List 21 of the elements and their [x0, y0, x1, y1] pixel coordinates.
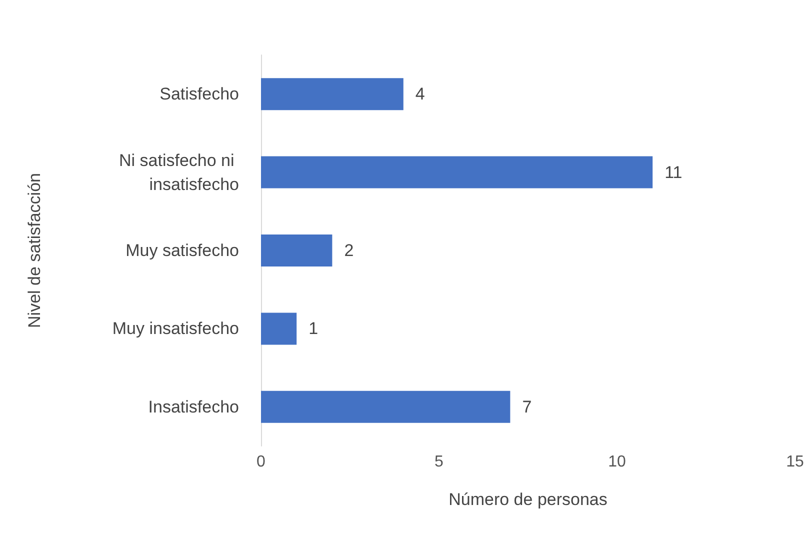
y-tick-label: Insatisfecho [148, 397, 239, 416]
y-tick-label: Muy insatisfecho [112, 319, 239, 338]
y-axis-title: Nivel de satisfacción [25, 173, 44, 328]
data-label: 11 [664, 162, 682, 182]
data-label: 1 [308, 319, 318, 338]
x-tick-label: 10 [608, 454, 626, 470]
x-tick-label: 5 [434, 454, 444, 470]
x-axis-title: Número de personas [448, 490, 608, 509]
y-tick-label: Muy satisfecho [126, 241, 239, 260]
x-tick-label: 15 [786, 454, 804, 470]
bar [261, 234, 332, 266]
data-label: 4 [415, 84, 425, 104]
data-label: 2 [344, 241, 354, 260]
x-tick-label: 0 [256, 454, 266, 470]
y-tick-label: Satisfecho [160, 84, 239, 104]
data-label: 7 [522, 397, 532, 416]
bar [261, 78, 404, 110]
bar [261, 156, 653, 188]
bar [261, 312, 297, 345]
y-tick-label: Ni satisfecho ni insatisfecho [119, 150, 239, 194]
bar [261, 390, 510, 423]
